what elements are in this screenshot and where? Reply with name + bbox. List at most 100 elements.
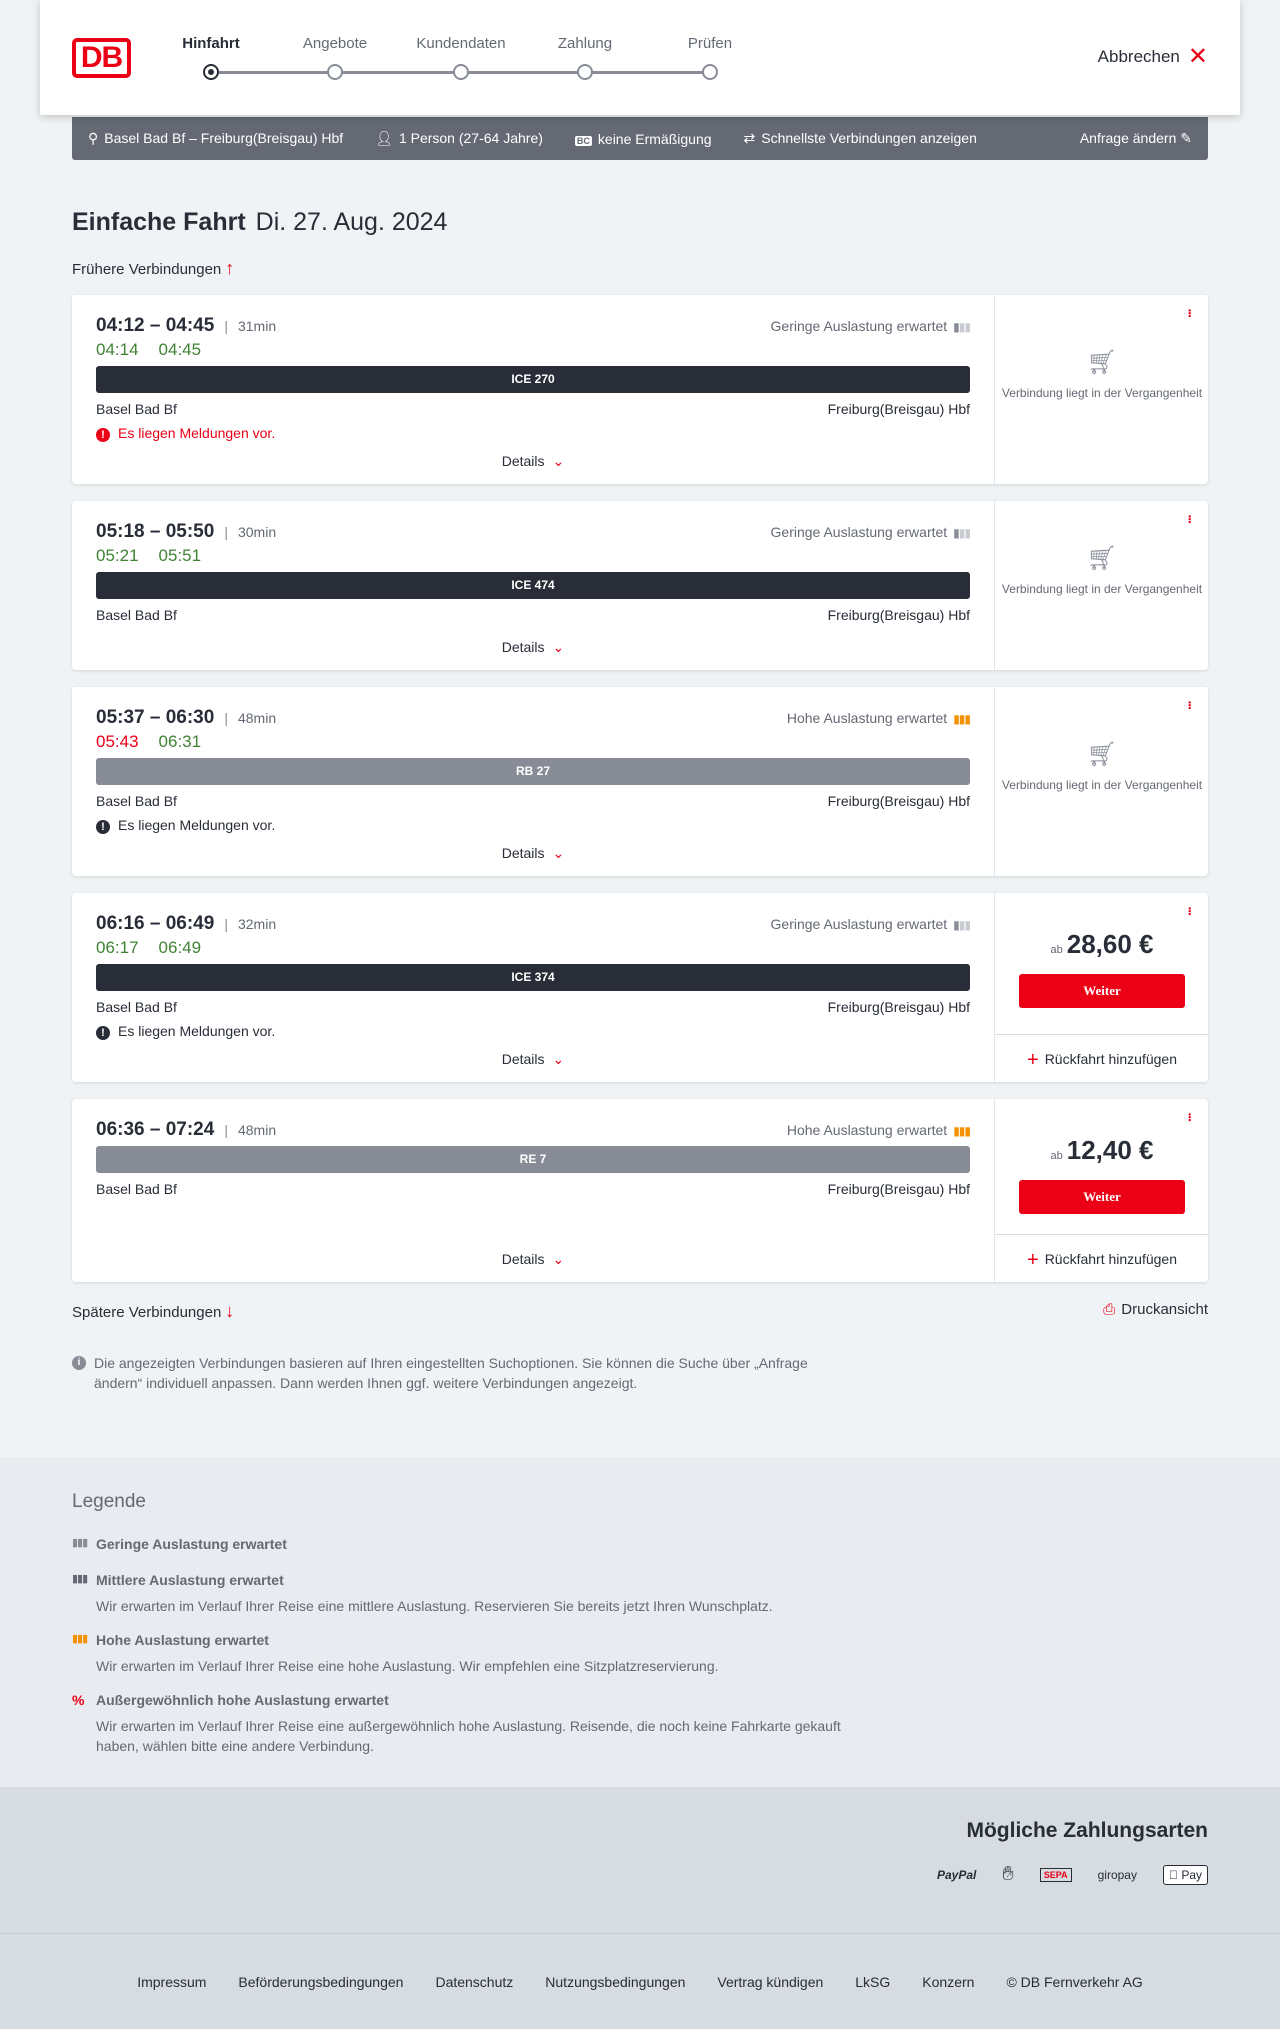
travellers-text: 1 Person (27-64 Jahre) — [398, 130, 543, 146]
train-bar-rb-27[interactable]: RB 27 — [96, 758, 970, 785]
apple-pay-logo:  Pay — [1162, 1864, 1208, 1885]
person-icon: 👤︎ — [375, 130, 393, 146]
more-options-icon[interactable]: ••• — [1185, 701, 1194, 710]
occupancy: Hohe Auslastung erwartet ▮▮▮ — [787, 1122, 971, 1138]
connection-card: 04:12 – 04:45 31min Geringe Auslastung erw… — [72, 295, 1208, 484]
connection-info: 06:16 – 06:49 32min Geringe Auslastung erw… — [96, 893, 971, 1082]
train-bar-ice-270[interactable]: ICE 270 — [96, 366, 970, 393]
step-label-1[interactable]: Angebote — [302, 35, 368, 52]
train-bar-ice-374[interactable]: ICE 374 — [96, 964, 970, 991]
arrow-down-icon: ↓ — [225, 1301, 235, 1321]
edit-search-button[interactable]: Anfrage ändern ✎ — [1080, 130, 1192, 147]
footer-link[interactable]: Datenschutz — [435, 1973, 514, 1990]
messages-notice[interactable]: ! Es liegen Meldungen vor. — [96, 817, 275, 834]
destination-station: Freiburg(Breisgau) Hbf — [827, 793, 970, 809]
details-toggle[interactable]: Details ⌄ — [96, 1051, 970, 1068]
train-bar-ice-474[interactable]: ICE 474 — [96, 572, 970, 599]
details-toggle[interactable]: Details ⌄ — [96, 453, 970, 470]
realtime-times: 04:14 04:45 — [96, 340, 221, 360]
footer-link[interactable]: Vertrag kündigen — [717, 1973, 824, 1990]
footer-link[interactable]: Nutzungsbedingungen — [545, 1973, 686, 1990]
occupancy-low-icon: ▮▮▮ — [72, 1537, 88, 1549]
earlier-connections-link[interactable]: Frühere Verbindungen ↑ — [72, 258, 234, 279]
planned-times: 05:18 – 05:50 — [96, 521, 215, 542]
realtime-departure: 04:14 — [96, 340, 139, 359]
step-indicator[interactable] — [327, 64, 343, 80]
footer: Impressum Beförderungsbedingungen Datensch… — [0, 1933, 1280, 2029]
occupancy-label: Geringe Auslastung erwartet — [770, 318, 948, 334]
printer-icon: ⎙ — [1103, 1301, 1116, 1318]
add-return-button[interactable]: + Rückfahrt hinzufügen — [995, 1034, 1209, 1082]
messages-notice[interactable]: ! Es liegen Meldungen vor. — [96, 425, 275, 442]
step-label-4[interactable]: Prüfen — [687, 35, 733, 52]
continue-button[interactable]: Weiter — [1019, 1180, 1185, 1214]
page-title: Einfache Fahrt Di. 27. Aug. 2024 — [72, 208, 447, 237]
step-indicator[interactable] — [702, 64, 718, 80]
cancel-button[interactable]: Abbrechen ✕ — [1098, 43, 1208, 70]
duration: 48min — [224, 710, 276, 726]
origin-station: Basel Bad Bf — [96, 607, 177, 623]
price-prefix: ab — [1050, 944, 1063, 956]
more-options-icon[interactable]: ••• — [1185, 907, 1194, 916]
continue-button[interactable]: Weiter — [1019, 974, 1185, 1008]
occupancy-low-icon: ▮▮▮ — [953, 320, 971, 334]
details-label: Details — [501, 1051, 545, 1067]
duration: 32min — [224, 916, 276, 932]
footer-link[interactable]: Impressum — [137, 1973, 207, 1990]
footer-link[interactable]: Beförderungsbedingungen — [238, 1973, 404, 1990]
alert-icon: ! — [96, 820, 110, 834]
step-indicator[interactable] — [577, 64, 593, 80]
details-toggle[interactable]: Details ⌄ — [96, 639, 970, 656]
legend-title: Legende — [72, 1491, 146, 1512]
messages-notice[interactable]: ! Es liegen Meldungen vor. — [96, 1023, 275, 1040]
legend-item: % Außergewöhnlich hohe Auslastung erwarte… — [72, 1692, 872, 1756]
message-text: Es liegen Meldungen vor. — [118, 425, 276, 441]
cart-unavailable-icon: 🛒︎ — [1086, 348, 1118, 376]
db-logo[interactable]: DB — [72, 38, 131, 78]
legend-item-title: Mittlere Auslastung erwartet — [96, 1572, 284, 1588]
origin-station: Basel Bad Bf — [96, 401, 177, 417]
legend-item-description: Wir erwarten im Verlauf Ihrer Reise eine… — [96, 1658, 719, 1674]
occupancy-label: Hohe Auslastung erwartet — [786, 710, 948, 726]
message-text: Es liegen Meldungen vor. — [118, 1023, 276, 1039]
step-label-2[interactable]: Kundendaten — [416, 35, 506, 52]
connection-times: 05:18 – 05:50 30min — [96, 521, 276, 543]
realtime-arrival: 05:51 — [158, 546, 202, 565]
occupancy-high-icon: ▮▮▮ — [953, 712, 971, 726]
chevron-down-icon: ⌄ — [552, 1051, 565, 1067]
realtime-departure: 06:17 — [96, 938, 139, 957]
edit-search-label: Anfrage ändern — [1079, 130, 1177, 146]
train-bar-re-7[interactable]: RE 7 — [96, 1146, 970, 1173]
more-options-icon[interactable]: ••• — [1185, 515, 1194, 524]
details-toggle[interactable]: Details ⌄ — [96, 1251, 970, 1268]
step-label-0[interactable]: Hinfahrt — [182, 35, 240, 52]
planned-times: 04:12 – 04:45 — [96, 315, 215, 336]
footer-link[interactable]: LkSG — [855, 1973, 891, 1990]
step-label-3[interactable]: Zahlung — [557, 35, 613, 52]
details-toggle[interactable]: Details ⌄ — [96, 845, 970, 862]
offer-panel: ••• ab 28,60 € Weiter + Rückfahrt hinzufügen — [994, 893, 1209, 1082]
step-indicator[interactable] — [453, 64, 469, 80]
connection-info: 05:18 – 05:50 30min Geringe Auslastung erw… — [96, 501, 971, 670]
option-text: Schnellste Verbindungen anzeigen — [761, 130, 977, 146]
add-return-label: Rückfahrt hinzufügen — [1044, 1051, 1177, 1067]
footer-link[interactable]: Konzern — [922, 1973, 975, 1990]
close-icon: ✕ — [1187, 43, 1208, 70]
more-options-icon[interactable]: ••• — [1185, 1113, 1194, 1122]
print-view-link[interactable]: ⎙ Druckansicht — [1103, 1301, 1208, 1318]
destination-station: Freiburg(Breisgau) Hbf — [827, 999, 970, 1015]
more-options-icon[interactable]: ••• — [1185, 309, 1194, 318]
step-indicator[interactable] — [203, 64, 219, 80]
planned-times: 05:37 – 06:30 — [96, 707, 215, 728]
realtime-arrival: 04:45 — [158, 340, 202, 359]
price: ab 28,60 € — [995, 929, 1209, 960]
later-connections-link[interactable]: Spätere Verbindungen ↓ — [72, 1301, 234, 1322]
connection-times: 04:12 – 04:45 31min — [96, 315, 276, 337]
message-text: Es liegen Meldungen vor. — [118, 817, 276, 833]
duration: 30min — [224, 524, 276, 540]
occupancy-medium-icon: ▮▮▮ — [72, 1573, 88, 1585]
occupancy: Geringe Auslastung erwartet ▮▮▮ — [770, 318, 971, 334]
add-return-button[interactable]: + Rückfahrt hinzufügen — [995, 1234, 1209, 1282]
connection-info: 05:37 – 06:30 48min Hohe Auslastung erwart… — [96, 687, 971, 876]
connection-card: 06:36 – 07:24 48min Hohe Auslastung erwart… — [72, 1099, 1209, 1282]
